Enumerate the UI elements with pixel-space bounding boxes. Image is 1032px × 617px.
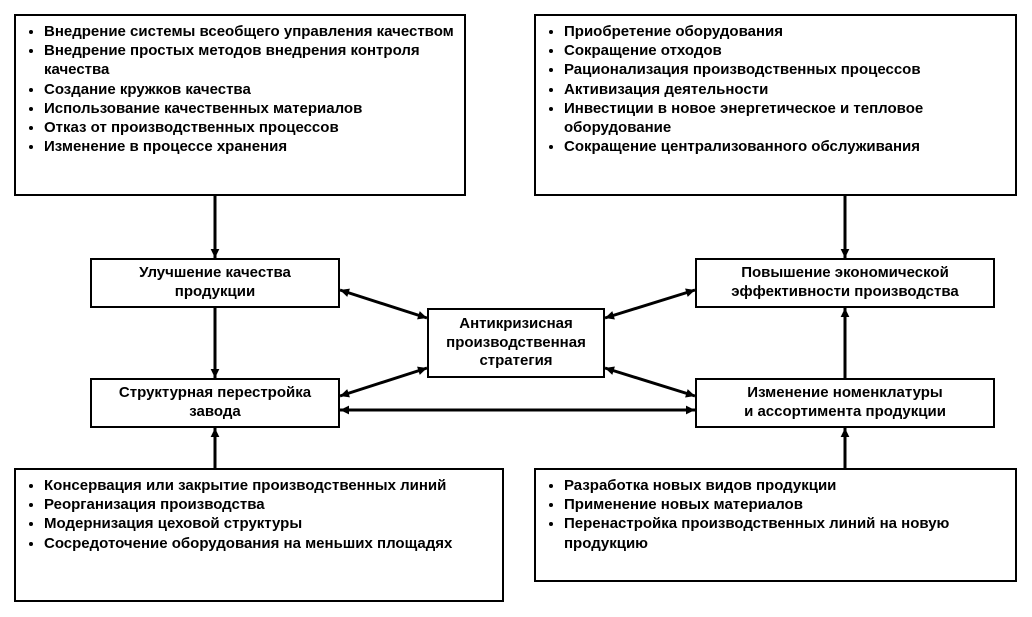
list-item: Консервация или закрытие производственны…	[44, 476, 492, 495]
list-item: Разработка новых видов продукции	[564, 476, 1005, 495]
list-item: Реорганизация производства	[44, 495, 492, 514]
top-right-list: Приобретение оборудования Сокращение отх…	[546, 22, 1005, 156]
list-item: Сокращение централизованного обслуживани…	[564, 137, 1005, 156]
assortment-label-line2: и ассортимента продукции	[744, 403, 946, 420]
center-label-line1: Антикризисная	[459, 315, 573, 332]
list-item: Внедрение системы всеобщего управления к…	[44, 22, 454, 41]
list-item: Отказ от производственных процессов	[44, 118, 454, 137]
list-item: Приобретение оборудования	[564, 22, 1005, 41]
bottom-left-list: Консервация или закрытие производственны…	[26, 476, 492, 553]
list-item: Активизация деятельности	[564, 80, 1005, 99]
top-left-list: Внедрение системы всеобщего управления к…	[26, 22, 454, 156]
restructure-box: Структурная перестройка завода	[90, 378, 340, 428]
list-item: Рационализация производственных процессо…	[564, 60, 1005, 79]
assortment-label-line1: Изменение номенклатуры	[747, 384, 942, 401]
center-label-line3: стратегия	[479, 352, 552, 369]
quality-label-line2: продукции	[175, 283, 255, 300]
list-item: Изменение в процессе хранения	[44, 137, 454, 156]
bottom-right-list: Разработка новых видов продукции Примене…	[546, 476, 1005, 553]
efficiency-label-line1: Повышение экономической	[741, 264, 949, 281]
quality-label-line1: Улучшение качества	[139, 264, 291, 281]
efficiency-box: Повышение экономической эффективности пр…	[695, 258, 995, 308]
list-item: Сокращение отходов	[564, 41, 1005, 60]
list-item: Перенастройка производственных линий на …	[564, 514, 1005, 552]
list-item: Создание кружков качества	[44, 80, 454, 99]
top-left-list-box: Внедрение системы всеобщего управления к…	[14, 14, 466, 196]
top-right-list-box: Приобретение оборудования Сокращение отх…	[534, 14, 1017, 196]
diagram-canvas: Внедрение системы всеобщего управления к…	[0, 0, 1032, 617]
list-item: Внедрение простых методов внедрения конт…	[44, 41, 454, 79]
quality-box: Улучшение качества продукции	[90, 258, 340, 308]
bottom-right-list-box: Разработка новых видов продукции Примене…	[534, 468, 1017, 582]
center-box: Антикризисная производственная стратегия	[427, 308, 605, 378]
list-item: Применение новых материалов	[564, 495, 1005, 514]
assortment-box: Изменение номенклатуры и ассортимента пр…	[695, 378, 995, 428]
list-item: Сосредоточение оборудования на меньших п…	[44, 534, 492, 553]
restructure-label-line2: завода	[189, 403, 240, 420]
bottom-left-list-box: Консервация или закрытие производственны…	[14, 468, 504, 602]
list-item: Инвестиции в новое энергетическое и тепл…	[564, 99, 1005, 137]
list-item: Модернизация цеховой структуры	[44, 514, 492, 533]
restructure-label-line1: Структурная перестройка	[119, 384, 311, 401]
center-label-line2: производственная	[446, 334, 586, 351]
list-item: Использование качественных материалов	[44, 99, 454, 118]
efficiency-label-line2: эффективности производства	[731, 283, 959, 300]
